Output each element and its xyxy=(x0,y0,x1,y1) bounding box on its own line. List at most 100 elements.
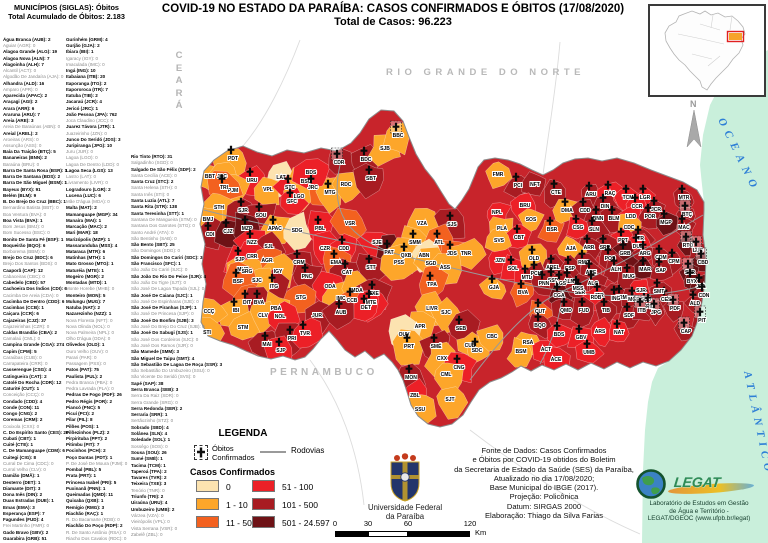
paraiba-highlight xyxy=(729,33,742,40)
map-municipality-label: ALG xyxy=(588,281,599,287)
map-municipality-label: JTR xyxy=(594,293,604,299)
muni-list-item: Pombal (PBL): 5 xyxy=(66,467,102,473)
muni-list-item: São João Do Tigre (SJT): 0 xyxy=(131,279,187,285)
source-line: Base Municipal do IBGE (2017). xyxy=(489,483,599,493)
death-cross-icon xyxy=(563,268,571,278)
data-source-block: Fonte de Dados: Casos Confirmados e Óbito… xyxy=(443,446,645,520)
muni-list-item: Pilar (PIL): 8 xyxy=(66,417,93,423)
death-cross-icon xyxy=(346,287,354,297)
muni-list-item: Boa Vista (BVA): 1 xyxy=(3,217,43,223)
muni-list-item: Conde (CON): 11 xyxy=(3,404,40,410)
death-cross-icon xyxy=(575,324,583,334)
neighbor-state-boundary xyxy=(469,429,641,535)
muni-list-item: Bernardino Batista (BBT): 0 xyxy=(3,205,59,211)
muni-list-item: Bananeiras (BNN): 2 xyxy=(3,155,47,161)
muni-list-item: Tenório (TNR): 0 xyxy=(131,487,165,493)
deaths-cross-icon xyxy=(194,445,208,460)
muni-list-item: Barra De Santa Rosa (BSR): 1 xyxy=(3,167,68,173)
muni-list-item: Aguiar (AGR): 0 xyxy=(3,43,36,49)
legend-class-label: 501 - 24.597 xyxy=(282,517,330,528)
map-municipality-label: MDA xyxy=(351,288,363,294)
muni-list-item: Zabelê (ZBL): 0 xyxy=(131,531,163,537)
map-municipality-label: BDS xyxy=(554,332,565,338)
map-municipality-label: ACT xyxy=(541,347,551,353)
map-municipality-label: TIB xyxy=(602,308,610,314)
muni-list-item: São Sebastião Do Umbuzeiro (SSU): 0 xyxy=(131,368,210,374)
muni-list-item: Serra Da Raiz (SDR): 0 xyxy=(131,393,179,399)
death-cross-icon xyxy=(330,249,338,259)
muni-list-item: Bayeux (BYX): 91 xyxy=(3,186,41,192)
map-municipality-label: VPL xyxy=(263,187,273,193)
muni-list-item: Juripiranga (JPG): 10 xyxy=(66,142,112,148)
municipality-cell xyxy=(291,317,324,349)
death-cross-icon xyxy=(293,249,301,259)
map-municipality-label: SAP xyxy=(656,268,667,274)
map-municipality-label: ALH xyxy=(611,267,622,273)
map-municipality-label: SJP xyxy=(276,348,286,354)
page-title: COVID-19 NO ESTADO DA PARAÍBA: CASOS CON… xyxy=(138,3,648,29)
muni-list-item: São Vicente Do Seridó (SVS): 0 xyxy=(131,374,196,380)
muni-list-item: Mataraca (MTR): 6 xyxy=(66,248,106,254)
map-municipality-label: LGR xyxy=(640,195,651,201)
map-municipality-label: ESP xyxy=(565,266,576,272)
muni-list-item: Princesa Isabel (PRI): 5 xyxy=(66,479,117,485)
map-municipality-label: MTE xyxy=(366,300,377,306)
muni-list-item: Mamanguape (MGP): 34 xyxy=(66,211,118,217)
map-municipality-label: ITR xyxy=(636,236,644,242)
muni-list-item: Uiraúna (URU): 4 xyxy=(131,500,168,506)
death-cross-icon xyxy=(547,254,555,264)
map-municipality-label: SER xyxy=(575,290,586,296)
death-cross-icon xyxy=(650,196,658,206)
muni-list-item: São José De Espinharas (SJE): 0 xyxy=(131,298,199,304)
death-cross-icon xyxy=(455,315,463,325)
muni-list-item: Poço Dantas (PDT): 1 xyxy=(66,454,113,460)
death-cross-icon xyxy=(578,249,586,259)
muni-list-item: Pedra Branca (PBA): 0 xyxy=(66,379,113,385)
map-municipality-label: CLV xyxy=(258,313,268,319)
muni-list-item: Nazarezinho (NZZ): 1 xyxy=(66,311,112,317)
map-municipality-label: SJR xyxy=(238,208,248,214)
roads-legend-label: Rodovias xyxy=(291,446,325,455)
legat-caption-line1: Laboratório de Estudos em Gestão xyxy=(649,500,749,507)
municipality-list-column-3: Rio Tinto (RTO): 31 Salgadinho (SGD): 0 Sa… xyxy=(131,154,236,538)
muni-list-item: São José Dos Ramos (SJR): 0 xyxy=(131,342,193,348)
death-cross-icon xyxy=(623,263,631,273)
legend-class-label: 101 - 500 xyxy=(282,499,318,510)
legend-class-label: 0 xyxy=(226,481,231,492)
legend-swatch xyxy=(252,498,275,510)
death-cross-icon xyxy=(631,193,639,203)
muni-list-item: Pitimbu (PIT): 7 xyxy=(66,442,100,448)
map-municipality-label: BDC xyxy=(361,157,372,163)
muni-list-item: Vista Serrana (VSR): 0 xyxy=(131,525,178,531)
map-municipality-label: BSR xyxy=(547,227,558,233)
municipality-cell xyxy=(569,296,595,328)
death-cross-icon xyxy=(696,307,704,317)
death-cross-icon xyxy=(592,205,600,215)
death-cross-icon xyxy=(307,174,315,184)
death-cross-icon xyxy=(241,289,249,299)
map-municipality-label: IMC xyxy=(336,296,346,302)
muni-list-item: Água Branca (AUB): 2 xyxy=(3,37,51,42)
muni-list-item: Salgadinho (SGD): 0 xyxy=(131,160,173,166)
map-municipality-label: BSM xyxy=(515,349,526,355)
municipality-list-header: MUNICÍPIOS (SIGLAS): Óbitos Total Acumul… xyxy=(1,3,132,21)
muni-list-item: Natuba (NAT): 2 xyxy=(66,305,101,311)
muni-list-item: Cubati (CBT): 1 xyxy=(3,436,37,441)
death-cross-icon xyxy=(644,203,652,213)
death-cross-icon xyxy=(383,239,391,249)
death-cross-icon xyxy=(365,254,373,264)
muni-list-item: Aparecida (APAC): 2 xyxy=(3,93,48,99)
legend-swatch xyxy=(196,480,219,492)
municipality-labels: PDTBBTJCCURULATVPLPJMTRISTCBSCJRCLGOSFCM… xyxy=(202,120,711,414)
map-municipality-label: ARR xyxy=(584,245,595,251)
map-municipality-label: CSG xyxy=(573,225,584,231)
death-cross-icon xyxy=(488,274,496,284)
municipality-cell xyxy=(321,294,355,331)
map-municipality-label: URU xyxy=(247,178,258,184)
muni-list-item: Araçagi (AGI): 2 xyxy=(3,99,38,105)
map-municipality-label: MHB xyxy=(237,267,249,273)
muni-list-item: Lastro (LAT): 0 xyxy=(66,174,96,180)
source-line: Elaboração: Thiago da Silva Farias xyxy=(484,511,604,521)
map-municipality-label: TVR xyxy=(300,331,310,337)
muni-list-item: Congo (CNG): 2 xyxy=(3,411,38,417)
